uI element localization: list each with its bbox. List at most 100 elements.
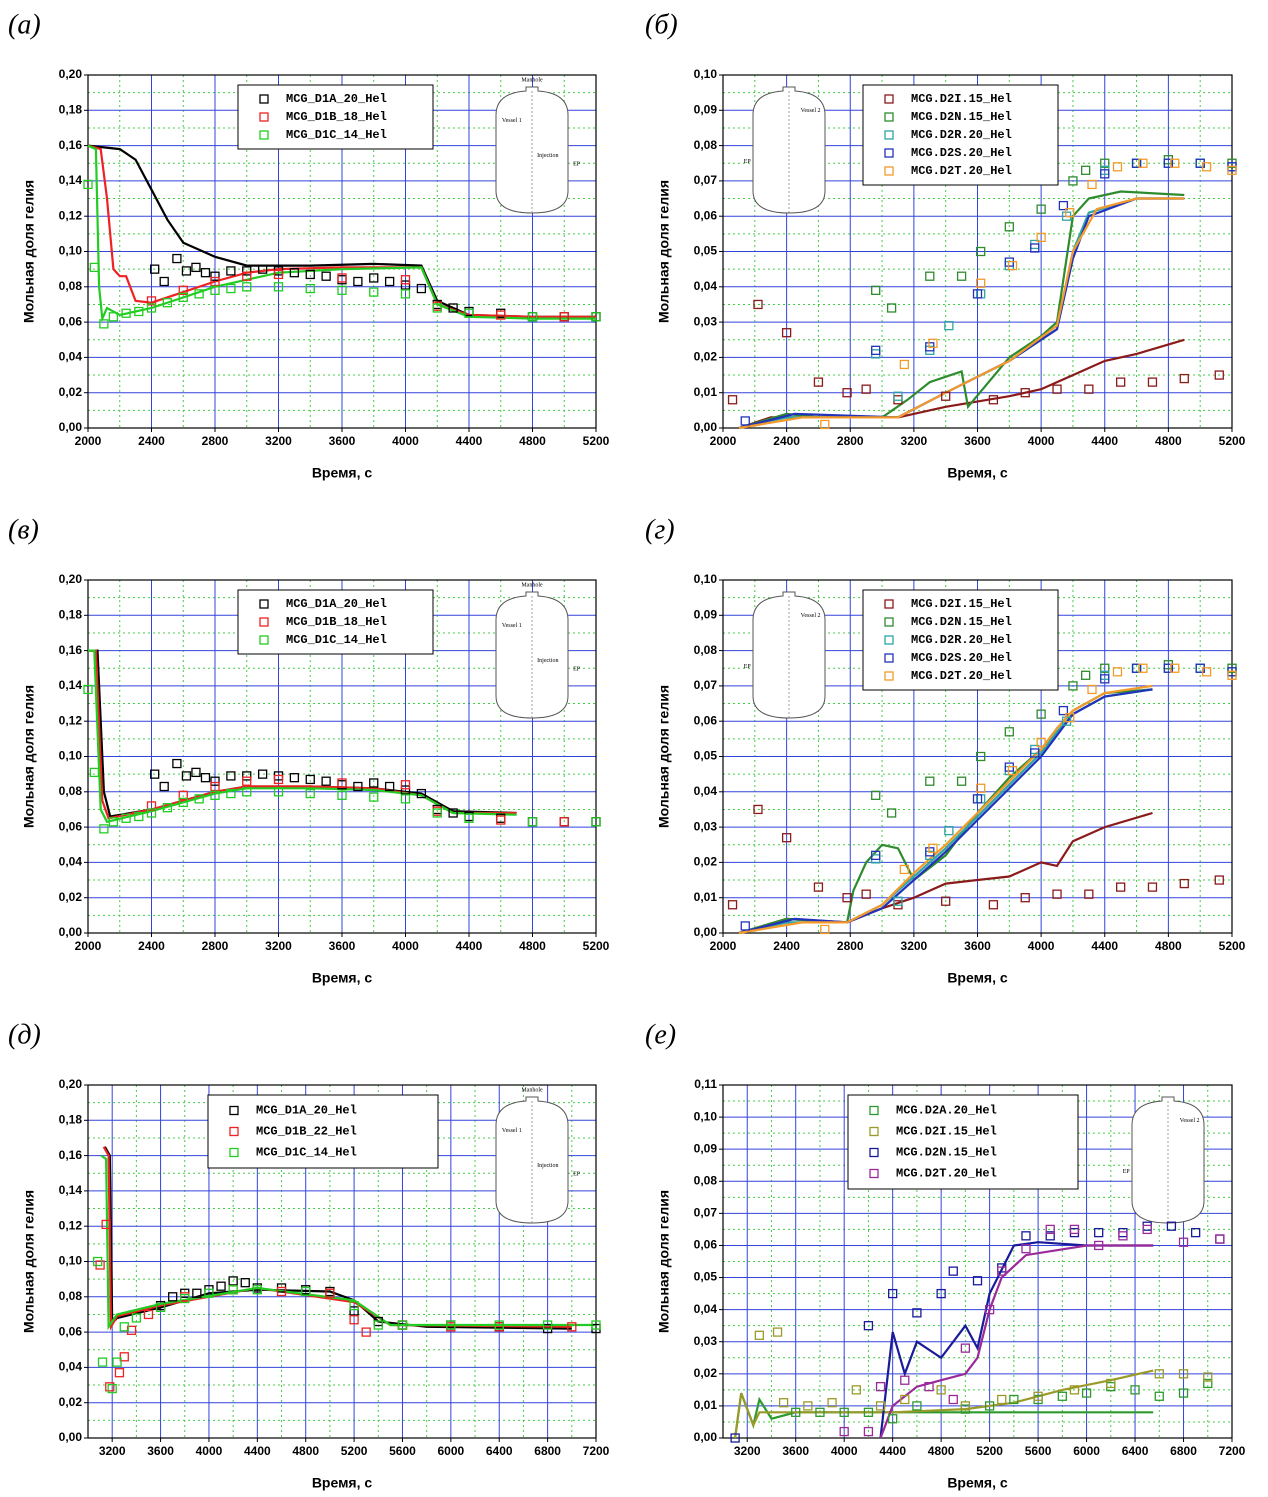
exp-marker [89,767,99,778]
exp-marker [948,1266,958,1276]
exp-marker [369,778,379,788]
exp-marker [273,282,284,292]
exp-marker [105,1382,115,1392]
y-tick-label: 0,02 [59,1395,83,1409]
exp-marker [1100,169,1110,179]
exp-marker [191,767,201,778]
exp-marker [121,813,131,823]
exp-marker [289,268,300,278]
inset-label: Injection [537,1163,558,1169]
exp-marker [984,1304,995,1315]
exp-marker [972,794,983,804]
plot-frame [87,74,597,429]
exp-marker [168,1292,178,1302]
y-tick-label: 0,06 [694,713,718,727]
exp-marker [162,803,173,813]
exp-marker [875,1382,886,1392]
exp-marker [242,787,252,797]
exp-marker [191,262,201,273]
inset-diagram: Vessel 2 EP [744,86,826,214]
panel-label: (а) [8,9,41,40]
exp-marker [146,801,157,811]
vessel-outline [1131,1096,1205,1224]
exp-marker [1068,681,1078,691]
exp-marker [1190,1227,1201,1238]
plot-frame [722,579,1233,934]
exp-marker [900,1375,910,1385]
legend-label: MCG.D2N.15_Hel [911,110,1012,124]
inset-diagram: Vessel 2 EP [1123,1096,1205,1224]
exp-marker [496,815,506,825]
y-tick-label: 0,16 [59,138,83,152]
y-tick-label: 0,02 [694,855,718,869]
exp-marker [1058,705,1069,716]
exp-marker [337,285,347,295]
exp-marker [559,312,569,322]
exp-marker [827,1398,837,1408]
y-tick-label: 0,20 [59,67,83,81]
y-tick-label: 0,06 [694,1238,718,1252]
exp-marker [159,781,169,792]
legend-box [862,84,1059,186]
legend-box [207,1094,439,1169]
exp-marker [813,882,824,892]
exp-marker [289,773,300,783]
y-tick-label: 0,09 [694,607,718,621]
x-tick-label: 3600 [964,939,991,953]
exp-marker [89,262,99,273]
exp-marker [93,1256,103,1267]
exp-marker [1214,875,1224,885]
exp-marker [337,273,347,283]
plot-frame [722,1084,1233,1439]
exp-marker [542,1320,553,1330]
x-tick-label: 5200 [976,1444,1003,1458]
exp-marker [1154,1369,1164,1379]
y-axis-label: Мольная доля гелия [656,180,672,323]
exp-marker [1116,377,1126,387]
exp-marker [871,345,881,355]
exp-marker [1021,1244,1031,1254]
exp-marker [119,1322,129,1332]
legend-marker [884,148,894,158]
inset-label: Injection [537,658,558,664]
x-tick-label: 2000 [75,434,102,448]
exp-marker [559,817,569,827]
x-tick-label: 6400 [1122,1444,1149,1458]
y-tick-label: 0,09 [694,1141,718,1155]
exp-marker [228,1285,238,1295]
exp-marker [1021,1231,1031,1241]
exp-marker [972,289,983,299]
exp-marker [871,790,881,800]
exp-marker [146,303,157,313]
exp-marker [1094,1227,1104,1238]
exp-marker [1131,158,1142,168]
exp-marker [1100,663,1110,673]
exp-marker [893,896,903,906]
exp-marker [181,771,192,781]
x-tick-label: 4800 [519,939,546,953]
exp-marker [1178,1369,1189,1379]
exp-marker [1081,670,1091,680]
legend-marker [869,1147,879,1158]
exp-marker [1036,232,1046,243]
legend-label: MCG_D1C_14_Hel [286,633,387,647]
legend-label: MCG.D2S.20_Hel [911,146,1012,160]
exp-marker [936,1385,946,1395]
calc-line [738,684,1153,935]
y-tick-label: 0,12 [59,713,83,727]
exp-marker [1131,663,1142,673]
x-tick-label: 4400 [1091,939,1118,953]
exp-marker [1058,200,1069,211]
legend-marker [869,1126,879,1137]
exp-marker [1138,158,1148,168]
exp-marker [448,303,458,313]
x-tick-label: 2800 [837,434,864,448]
exp-marker [1154,1391,1164,1401]
x-tick-label: 3600 [964,434,991,448]
exp-marker [886,303,897,313]
x-tick-label: 4800 [292,1444,319,1458]
exp-marker [1069,1224,1080,1235]
exp-marker [134,811,144,822]
x-tick-label: 2400 [773,434,800,448]
exp-marker [143,1309,154,1320]
